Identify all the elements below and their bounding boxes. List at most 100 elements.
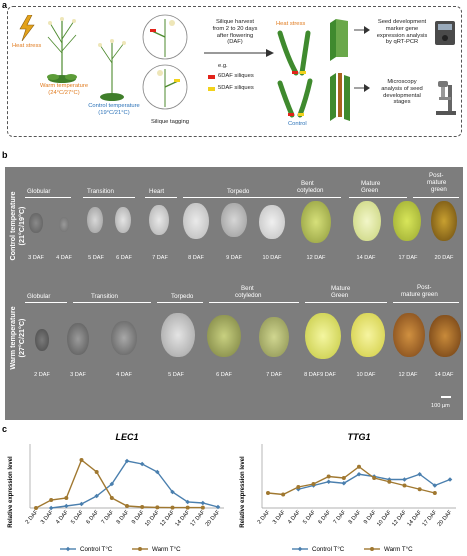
data-point [94,470,99,474]
data-point [94,493,99,499]
daf-label: 3 DAF [70,372,86,378]
stage-label: Globular [27,293,51,300]
seed-image [115,207,131,233]
daf-label: 10 DAF [262,255,282,261]
seed-image [431,201,457,241]
daf-label: 14 DAF [434,372,454,378]
daf-label: 4 DAF [116,372,132,378]
data-point [387,479,392,484]
legend-label: Control T°C [312,546,345,553]
data-point [185,499,190,505]
data-point [139,461,145,467]
x-tick-label: 2 DAF [257,509,272,525]
seed-image [183,203,209,239]
control-temperature-value: (19°C/21°C) [98,110,130,116]
legend-label: Warm T°C [152,546,181,553]
series-line [267,465,436,496]
stage-label: mature green [401,291,438,298]
stage-label: Transition [91,293,118,300]
control-band-label: Control temperature (21°C/19°C) [8,191,26,261]
stage-bracket [73,302,151,303]
daf-label: 17 DAF [398,255,418,261]
x-tick-label: 10 DAF [144,509,161,528]
seed-image [87,207,103,233]
data-point [215,504,221,510]
x-tick-label: 4 DAF [55,509,70,525]
daf-label: 14 DAF [356,255,376,261]
daf-label: 9 DAF [226,255,242,261]
data-point [170,505,175,510]
chart-title: LEC1 [115,432,138,442]
seed-image [305,313,341,359]
data-point [64,503,69,509]
eg-label: e.g. [218,63,228,69]
seed-image [149,205,169,235]
data-point [402,483,407,488]
daf-label: 6 DAF [216,372,232,378]
legend-marker [297,546,303,552]
x-tick-label: 2 DAF [25,509,40,525]
x-tick-label: 7 DAF [333,509,348,525]
x-tick-label: 6 DAF [85,509,100,525]
daf-label: 7 DAF [266,372,282,378]
daf-label: 10 DAF [356,372,376,378]
stage-label: Mature [331,285,351,292]
stage-label: Bent [301,180,314,187]
data-point [387,477,392,482]
data-point [109,496,114,500]
legend-label: Warm T°C [384,546,413,553]
x-tick-label: 14 DAF [174,509,191,528]
stage-label: green [431,186,447,193]
lightning-icon [19,15,35,41]
daf-label: 20 DAF [434,255,454,261]
data-point [356,471,362,477]
seed-image [29,213,43,233]
open-silique-illustration [330,19,350,121]
x-tick-label: 5 DAF [302,509,317,525]
x-tick-label: 20 DAF [205,509,222,528]
daf-label: 12 DAF [306,255,326,261]
panel-a-schematic: Heat stress Warm temperature (24°C/27°C)… [7,6,462,137]
control-plant-illustration [98,39,126,101]
data-point [125,504,129,508]
control-temperature-label: Control temperature [88,103,140,109]
x-tick-label: 14 DAF [406,509,423,528]
control-center-label: Control [288,121,307,127]
chart-title: TTG1 [347,432,370,442]
scale-bar [441,396,451,398]
stage-bracket [393,302,459,303]
panel-c-label: c [2,424,8,434]
stage-bracket [413,197,459,198]
stage-label: Post- [417,284,432,291]
stage-bracket [305,302,387,303]
stage-label: Torpedo [227,188,250,195]
x-tick-label: 17 DAF [190,509,207,528]
seed-image [111,321,137,355]
yellow-tag-swatch [208,87,215,91]
panel-a-label: a [2,0,8,10]
stage-bracket [183,197,297,198]
stage-bracket [25,302,67,303]
qpcr-text: Seed development marker gene expression … [376,19,428,46]
stage-label: Heart [149,188,165,195]
stage-label: Green [361,187,379,194]
seed-image [259,205,285,239]
daf-label: 8 DAF [188,255,204,261]
seed-image [353,201,381,241]
daf-label: 12 DAF [398,372,418,378]
data-point [311,482,316,486]
data-point [402,477,407,482]
seed-image [161,313,195,357]
x-tick-label: 3 DAF [40,509,55,525]
stage-label: Transition [87,188,114,195]
stage-label: Torpedo [171,293,194,300]
x-tick-label: 8 DAF [116,509,131,525]
data-point [296,485,301,489]
x-tick-label: 8 DAF [348,509,363,525]
seed-image [59,217,69,232]
silique-5daf-label: 5DAF siliques [218,85,254,91]
data-point [79,501,84,507]
seed-image [207,315,241,357]
data-point [48,505,54,511]
series-line [35,458,203,509]
